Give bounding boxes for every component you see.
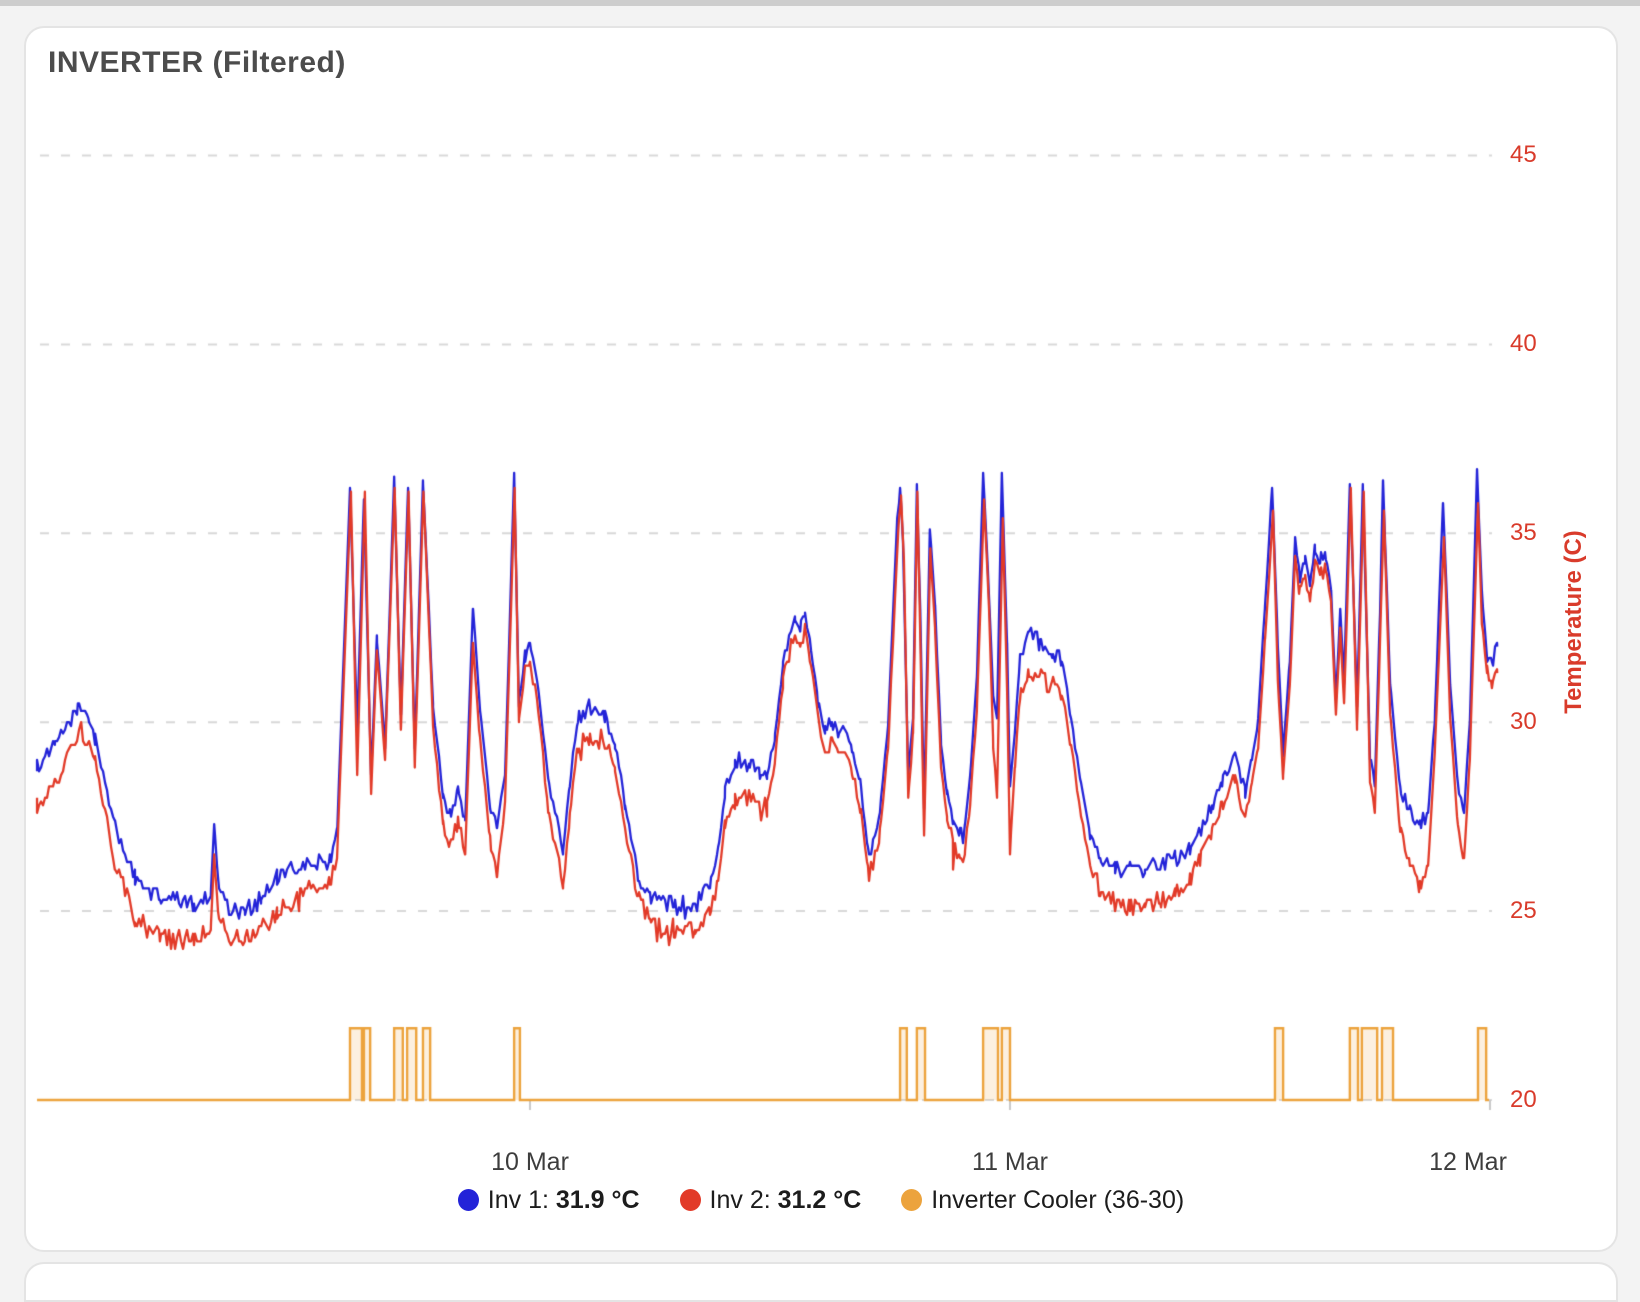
legend-marker-inv2-icon xyxy=(679,1189,701,1211)
x-axis-tick-label-12mar: 12 Mar xyxy=(1429,1148,1507,1176)
chart-title: INVERTER (Filtered) xyxy=(48,46,346,79)
y-axis-title: Temperature (C) xyxy=(1560,530,1587,714)
x-axis-tick-label-11mar: 11 Mar xyxy=(972,1148,1048,1176)
y-axis-tick-label-20: 20 xyxy=(1510,1086,1537,1113)
next-card xyxy=(24,1262,1618,1302)
y-axis-tick-label-25: 25 xyxy=(1510,897,1537,924)
y-axis-tick-label-40: 40 xyxy=(1510,330,1537,357)
x-axis-tick-label-10mar: 10 Mar xyxy=(491,1148,569,1176)
legend-item-value: 31.2 °C xyxy=(777,1185,862,1214)
y-axis-tick-label-30: 30 xyxy=(1510,708,1537,735)
y-axis-tick-label-45: 45 xyxy=(1510,141,1537,168)
legend-item-value: 31.9 °C xyxy=(555,1185,640,1214)
legend-item-label: Inverter Cooler (36-30) xyxy=(931,1185,1185,1214)
legend-marker-cooler-icon xyxy=(901,1189,923,1211)
legend-item-label: Inv 2: 31.2 °C xyxy=(709,1185,862,1214)
legend: Inv 1: 31.9 °C Inv 2: 31.2 °C Inverter C… xyxy=(24,1178,1618,1222)
y-axis-tick-label-35: 35 xyxy=(1510,519,1537,546)
legend-item-inv1[interactable]: Inv 1: 31.9 °C xyxy=(457,1185,640,1215)
legend-item-label: Inv 1: 31.9 °C xyxy=(487,1185,640,1214)
legend-item-cooler[interactable]: Inverter Cooler (36-30) xyxy=(901,1186,1184,1215)
chart-canvas[interactable] xyxy=(0,0,1640,1270)
legend-item-inv2[interactable]: Inv 2: 31.2 °C xyxy=(679,1185,862,1215)
legend-marker-inv1-icon xyxy=(457,1189,479,1211)
